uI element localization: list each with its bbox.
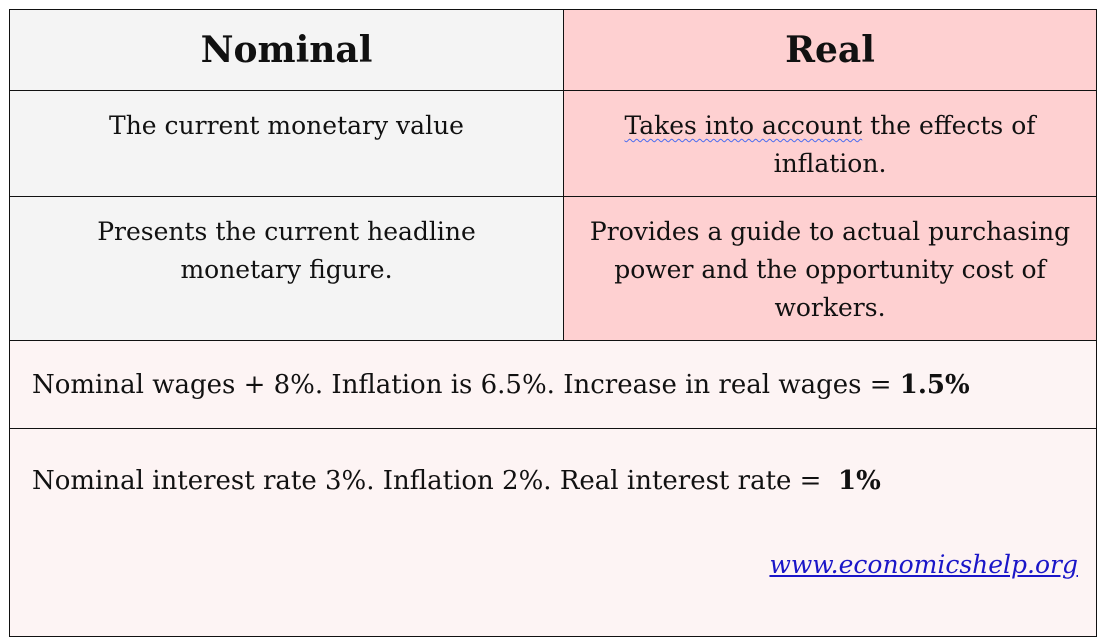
real-definition-rest: the effects of inflation. — [773, 111, 1036, 178]
comparison-table: Nominal Real The current monetary value … — [9, 9, 1097, 637]
table-row: Presents the current headline monetary f… — [10, 197, 1096, 341]
spellcheck-underlined-text: Takes into account — [624, 111, 863, 140]
example-interest-result: 1% — [838, 466, 881, 496]
example-interest-line: Nominal interest rate 3%. Inflation 2%. … — [32, 466, 1096, 496]
header-nominal: Nominal — [10, 10, 564, 90]
table-row: The current monetary value Takes into ac… — [10, 91, 1096, 197]
header-row: Nominal Real — [10, 10, 1096, 91]
example-interest: Nominal interest rate 3%. Inflation 2%. … — [10, 429, 1096, 636]
example-wages: Nominal wages + 8%. Inflation is 6.5%. I… — [10, 341, 1096, 429]
real-definition: Takes into account the effects of inflat… — [564, 91, 1096, 196]
nominal-description: Presents the current headline monetary f… — [10, 197, 564, 340]
nominal-definition: The current monetary value — [10, 91, 564, 196]
header-real: Real — [564, 10, 1096, 90]
example-interest-text: Nominal interest rate 3%. Inflation 2%. … — [32, 466, 830, 496]
website-link[interactable]: www.economicshelp.org — [769, 550, 1078, 579]
example-wages-text: Nominal wages + 8%. Inflation is 6.5%. I… — [32, 369, 892, 400]
real-description: Provides a guide to actual purchasing po… — [564, 197, 1096, 340]
example-wages-result: 1.5% — [899, 369, 970, 400]
